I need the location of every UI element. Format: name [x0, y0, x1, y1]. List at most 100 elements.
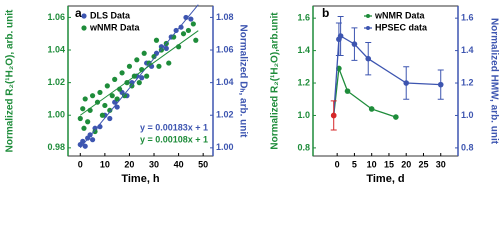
data-point — [87, 132, 93, 138]
data-point — [112, 76, 118, 82]
data-point — [85, 119, 91, 125]
y-tick-label: 1.0 — [297, 110, 310, 120]
data-point — [82, 96, 88, 102]
data-point — [114, 96, 120, 102]
x-tick-label: 10 — [367, 159, 377, 169]
data-point — [77, 115, 83, 122]
data-point — [437, 81, 444, 88]
fit-equation: y = 0.00108x + 1 — [140, 134, 208, 144]
y-tick-label: 1.00 — [216, 142, 234, 152]
series-line — [333, 68, 397, 118]
legend-label: wNMR Data — [374, 10, 425, 20]
legend-label: wNMR Data — [89, 22, 140, 32]
x-tick-label: 15 — [384, 159, 394, 169]
y-tick-label: 0.8 — [461, 142, 474, 152]
legend-marker — [366, 26, 370, 30]
data-point — [351, 41, 358, 47]
x-tick-label: 25 — [418, 159, 428, 169]
y-tick-label: 1.02 — [47, 77, 65, 87]
fit-line — [79, 30, 199, 116]
data-point — [144, 73, 150, 79]
y-tick-label: 1.2 — [297, 77, 310, 87]
data-point — [190, 21, 196, 27]
data-point — [136, 80, 142, 86]
x-tick-label: 20 — [401, 159, 411, 169]
data-point — [134, 57, 140, 63]
data-point — [153, 37, 160, 43]
panel-label: b — [322, 6, 329, 20]
data-point — [80, 106, 86, 112]
data-point — [102, 102, 108, 109]
x-tick-label: 30 — [149, 159, 159, 169]
data-point — [121, 93, 128, 99]
x-tick-label: 5 — [352, 159, 357, 169]
series-line — [333, 35, 441, 116]
data-point — [107, 107, 113, 113]
data-point — [193, 37, 199, 43]
data-point — [82, 143, 88, 149]
y-tick-label: 1.0 — [461, 110, 474, 120]
y-tick-label: 1.06 — [47, 12, 65, 22]
data-point — [109, 93, 115, 99]
legend-label: HPSEC data — [375, 22, 428, 32]
data-point — [97, 89, 103, 96]
data-point — [99, 112, 106, 118]
data-point — [365, 55, 372, 62]
data-point — [92, 128, 98, 135]
data-point — [141, 50, 147, 56]
data-point — [151, 53, 157, 60]
x-axis-label: Time, d — [366, 173, 404, 185]
legend-marker — [81, 13, 87, 19]
data-point — [146, 60, 152, 66]
y-tick-label: 1.4 — [461, 45, 474, 55]
data-point — [104, 83, 110, 89]
y-tick-label: 1.04 — [216, 77, 234, 87]
data-point — [344, 88, 351, 94]
y-tick-label: 0.98 — [47, 142, 65, 152]
legend-marker — [81, 25, 87, 31]
x-tick-label: 0 — [78, 159, 83, 169]
fit-equation: y = 0.00183x + 1 — [140, 122, 208, 132]
figure: 0 10 20 30 40 500.981.001.021.041.061.001.021… — [5, 4, 499, 185]
data-point — [166, 60, 172, 66]
y-tick-label: 0.8 — [297, 142, 310, 152]
y-tick-label: 1.2 — [461, 77, 474, 87]
data-point — [81, 125, 87, 131]
data-point — [114, 104, 120, 110]
y-tick-label: 1.04 — [47, 44, 65, 54]
data-point — [368, 106, 375, 112]
x-axis-label: Time, h — [121, 173, 160, 185]
x-tick-label: 40 — [174, 159, 184, 169]
data-point — [337, 33, 344, 39]
y-axis-label: Normalized R₂(¹H₂O), arb. unit — [5, 9, 16, 152]
y-tick-label: 1.4 — [297, 45, 310, 55]
data-point — [403, 80, 410, 86]
data-point — [180, 31, 187, 37]
x-tick-label: 10 — [100, 159, 110, 169]
data-point — [89, 93, 96, 99]
data-point — [178, 24, 184, 30]
data-point — [156, 63, 162, 69]
y-tick-label: 1.08 — [216, 12, 234, 22]
data-point — [163, 45, 169, 51]
data-point — [89, 137, 96, 143]
y-tick-label: 1.00 — [47, 110, 65, 120]
x-tick-label: 50 — [198, 159, 208, 169]
y2-axis-label: Normalized HMW, arb. unit — [488, 18, 499, 145]
y2-axis-label: Normalized Dₕ, arb. unit — [237, 25, 248, 139]
y-tick-label: 1.02 — [216, 110, 234, 120]
legend-marker — [366, 14, 370, 18]
y-tick-label: 1.6 — [461, 13, 474, 23]
legend-label: DLS Data — [90, 10, 131, 20]
y-tick-label: 1.06 — [216, 44, 234, 54]
y-axis-label: Normalized R₂(¹H₂O),arb.unit — [270, 12, 281, 150]
data-point — [119, 70, 125, 76]
x-tick-label: 30 — [436, 159, 446, 169]
panel-label: a — [75, 6, 82, 20]
data-point — [393, 114, 399, 120]
x-tick-label: 0 — [335, 159, 340, 169]
x-tick-label: 20 — [124, 159, 134, 169]
data-point — [330, 112, 337, 119]
fit-line — [79, 4, 199, 149]
data-point — [139, 75, 145, 81]
